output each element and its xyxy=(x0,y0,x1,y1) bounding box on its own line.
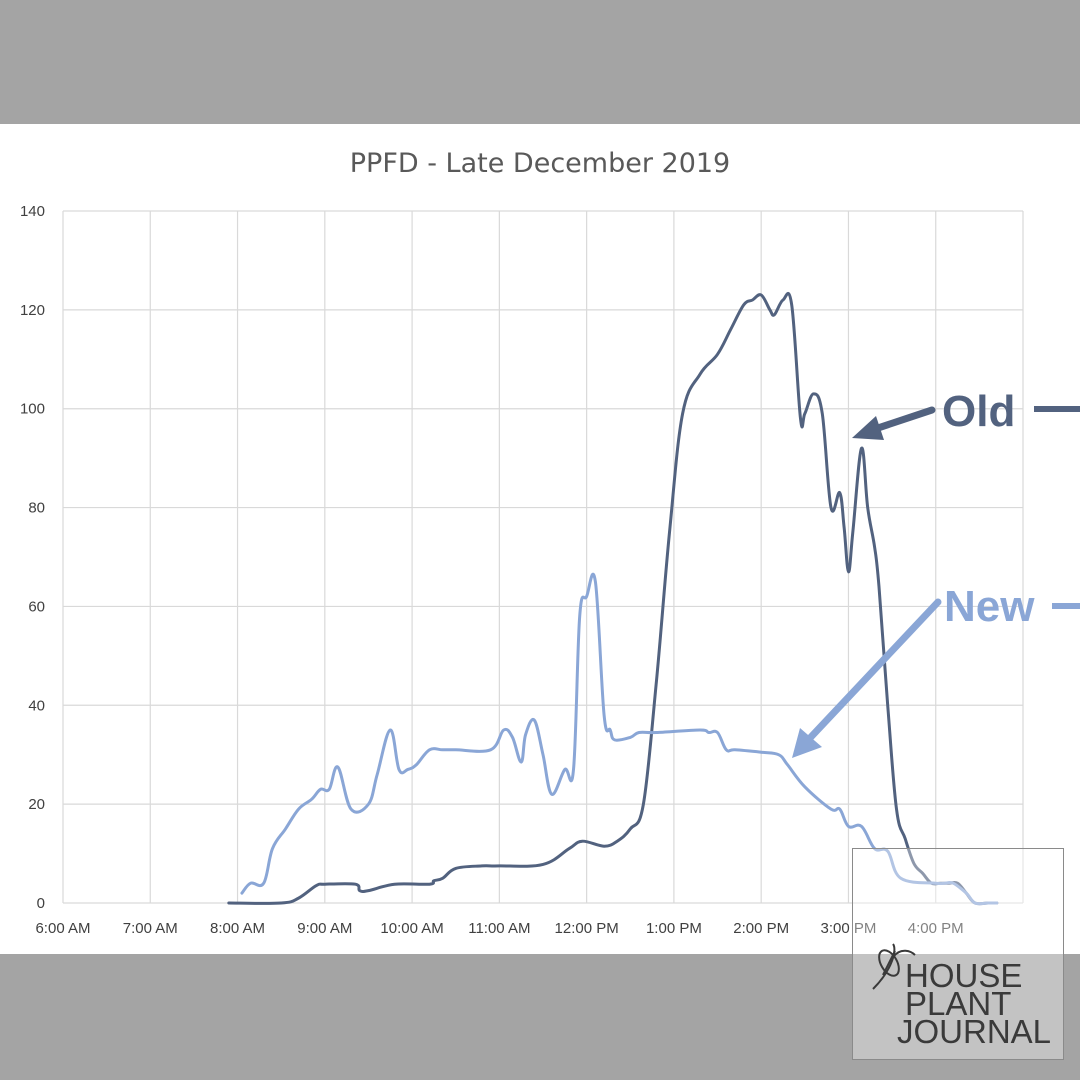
x-tick-label: 6:00 AM xyxy=(35,920,90,937)
logo-line-3: JOURNAL xyxy=(897,1013,1051,1050)
x-tick-label: 12:00 PM xyxy=(555,920,619,937)
old-callout: Old xyxy=(852,387,1080,440)
x-tick-label: 1:00 PM xyxy=(646,920,702,937)
house-plant-journal-logo: HOUSE PLANT JOURNAL xyxy=(852,848,1064,1060)
new-callout-arrow-shaft xyxy=(806,598,942,742)
x-tick-label: 7:00 AM xyxy=(123,920,178,937)
x-tick-label: 8:00 AM xyxy=(210,920,265,937)
y-tick-label: 20 xyxy=(28,796,45,813)
new-callout: New xyxy=(792,582,1080,758)
series-line-old xyxy=(227,292,999,906)
y-tick-label: 100 xyxy=(20,401,45,418)
logo-line-2: PLANT xyxy=(905,985,1011,1022)
logo-graphic: HOUSE PLANT JOURNAL xyxy=(872,943,1051,1050)
y-axis-ticks: 0 20 40 60 80 100 120 140 xyxy=(20,203,45,912)
x-tick-label: 3:00 PM xyxy=(821,920,877,937)
series-line-new xyxy=(240,572,999,906)
series-layer xyxy=(227,292,999,906)
y-tick-label: 60 xyxy=(28,598,45,615)
y-tick-label: 40 xyxy=(28,697,45,714)
old-callout-arrow-shaft xyxy=(868,406,936,434)
leaf-icon xyxy=(872,943,916,990)
old-callout-label: Old xyxy=(942,387,1015,436)
new-callout-label: New xyxy=(944,582,1035,631)
x-tick-label: 2:00 PM xyxy=(733,920,789,937)
x-tick-label: 9:00 AM xyxy=(297,920,352,937)
ppfd-line-chart: PPFD - Late December 2019 0 20 40 60 80 100 12… xyxy=(20,148,1080,937)
x-tick-label: 4:00 PM xyxy=(908,920,964,937)
y-tick-label: 0 xyxy=(37,895,45,912)
y-tick-label: 120 xyxy=(20,302,45,319)
x-tick-label: 11:00 AM xyxy=(468,920,530,937)
chart-panel: PPFD - Late December 2019 0 20 40 60 80 100 12… xyxy=(0,124,1080,954)
y-tick-label: 80 xyxy=(28,500,45,517)
y-tick-label: 140 xyxy=(20,203,45,220)
x-tick-label: 10:00 AM xyxy=(380,920,443,937)
old-callout-arrowhead xyxy=(852,416,884,440)
new-callout-arrowhead xyxy=(792,728,822,758)
logo-line-1: HOUSE xyxy=(905,957,1022,994)
grid-layer xyxy=(62,210,1024,904)
chart-title: PPFD - Late December 2019 xyxy=(350,148,730,179)
x-axis-ticks: 6:00 AM 7:00 AM 8:00 AM 9:00 AM 10:00 AM 11:0… xyxy=(35,920,963,937)
